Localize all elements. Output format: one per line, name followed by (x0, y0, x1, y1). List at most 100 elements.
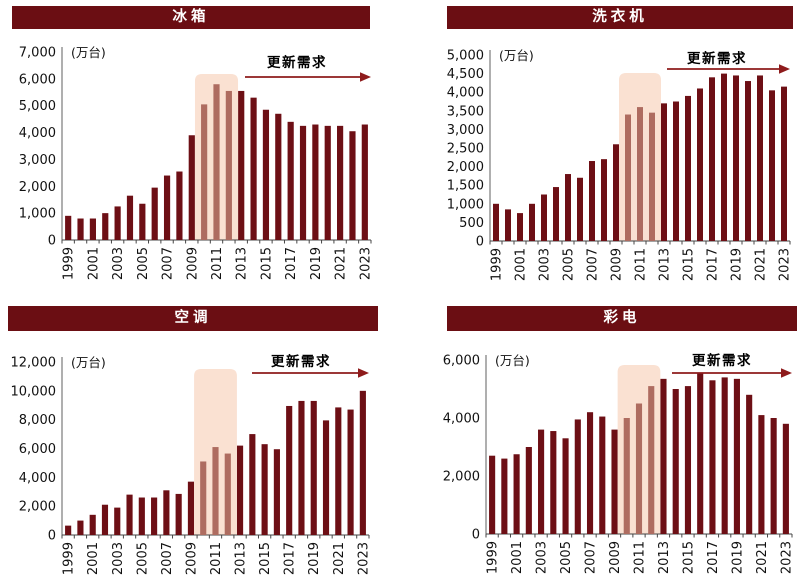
bar-chart-fridge: 0 1,000 2,000 3,000 4,000 5,000 6,000 7,000 1999… (19, 45, 374, 280)
bar-2004 (550, 431, 557, 534)
bar-2000 (77, 520, 84, 535)
unit-label: (万台) (71, 45, 106, 60)
annotation-label: 更新需求 (692, 352, 752, 369)
bar-2011 (635, 403, 643, 534)
bar-2005 (138, 497, 145, 535)
bar-2007 (163, 490, 170, 535)
x-tick-label: 2005 (136, 247, 151, 280)
bar-2007 (163, 175, 171, 240)
bar-2010 (623, 418, 630, 534)
x-tick-label: 2017 (283, 542, 298, 575)
bar-2000 (505, 209, 511, 241)
x-tick-label: 2003 (111, 542, 126, 575)
bar-2003 (114, 507, 121, 535)
x-tick-label: 2011 (209, 542, 224, 575)
y-tick-label: 12,000 (11, 356, 57, 371)
bar-2014 (672, 389, 679, 534)
bar-2013 (660, 378, 667, 534)
bar-2017 (286, 405, 293, 535)
panel-title-air-conditioner: 空调 (8, 306, 378, 331)
bar-2020 (745, 81, 751, 241)
bar-2022 (349, 131, 356, 240)
x-tick-label: 2007 (586, 248, 601, 281)
x-tick-label: 2005 (562, 248, 577, 281)
bar-2000 (501, 458, 508, 534)
bar-1999 (65, 525, 72, 535)
y-tick-label: 3,000 (19, 153, 56, 168)
bar-2016 (275, 113, 282, 240)
panel-air-conditioner: 空调 0 2,000 4,000 6,000 8,000 10,000 12,000 1999… (0, 293, 400, 587)
panel-title-color-tv: 彩电 (447, 306, 797, 331)
bar-2009 (187, 481, 195, 535)
bar-2007 (589, 161, 595, 241)
bar-2021 (337, 125, 344, 240)
bar-2008 (601, 159, 607, 241)
y-tick-label: 0 (472, 528, 480, 543)
y-tick-label: 3,500 (447, 104, 484, 119)
bar-2022 (769, 90, 775, 241)
panel-title-washer: 洗衣机 (447, 6, 793, 29)
y-tick-label: 5,000 (19, 99, 56, 114)
bar-2015 (262, 109, 270, 240)
bar-2022 (347, 409, 354, 535)
bar-2023 (361, 124, 368, 240)
x-tick-label: 2023 (358, 247, 373, 280)
x-tick-label: 2009 (184, 542, 199, 575)
y-tick-label: 500 (459, 216, 484, 231)
x-tick-label: 2011 (634, 248, 649, 281)
bar-2001 (517, 213, 523, 241)
bar-2014 (250, 97, 257, 241)
bar-2008 (599, 416, 606, 534)
bar-2006 (151, 187, 158, 240)
bar-2013 (661, 103, 667, 241)
bar-2023 (782, 423, 789, 534)
bar-2004 (126, 195, 134, 240)
bar-2019 (310, 400, 317, 535)
bar-2018 (721, 73, 727, 241)
panel-color-tv: 彩电 0 2,000 4,000 6,000 1999 2001 2003 2005 2007 2… (400, 293, 800, 587)
bar-2022 (770, 418, 777, 534)
y-tick-label: 4,500 (447, 67, 484, 82)
bar-2016 (697, 373, 704, 534)
x-tick-label: 2009 (185, 247, 200, 280)
y-tick-label: 6,000 (19, 442, 56, 457)
bar-2020 (746, 394, 753, 534)
y-tick-label: 1,000 (447, 197, 484, 212)
bar-2004 (126, 494, 133, 535)
y-tick-label: 4,000 (19, 126, 56, 141)
bar-2023 (359, 390, 366, 535)
x-tick-label: 1999 (62, 542, 77, 575)
bar-2012 (224, 453, 231, 535)
x-tick-label: 2021 (332, 542, 347, 575)
bar-2010 (200, 461, 207, 535)
bar-2012 (225, 90, 232, 240)
unit-label: (万台) (71, 355, 106, 370)
x-tick-label: 2003 (111, 247, 126, 280)
x-tick-label: 2015 (258, 542, 273, 575)
bar-2010 (625, 114, 631, 241)
x-tick-label: 2023 (779, 541, 794, 574)
y-tick-label: 8,000 (19, 413, 56, 428)
bar-2017 (709, 77, 715, 241)
bar-2021 (757, 75, 763, 242)
x-tick-label: 2017 (706, 541, 721, 574)
y-tick-label: 0 (48, 529, 56, 544)
x-tick-label: 2005 (559, 541, 574, 574)
x-tick-label: 2017 (284, 247, 299, 280)
bar-2009 (611, 429, 618, 534)
bar-chart-air-conditioner: 0 2,000 4,000 6,000 8,000 10,000 12,000 1999 200… (11, 353, 372, 575)
bar-2012 (648, 386, 655, 534)
y-tick-label: 2,500 (447, 142, 484, 157)
bar-chart-color-tv: 0 2,000 4,000 6,000 1999 2001 2003 2005 2007 2009… (443, 352, 795, 574)
bar-2011 (212, 447, 219, 535)
bar-2008 (175, 493, 182, 535)
x-tick-label: 2019 (307, 542, 322, 575)
bar-2013 (236, 445, 244, 535)
x-tick-label: 2001 (510, 541, 525, 574)
x-tick-label: 2005 (135, 542, 150, 575)
x-tick-label: 2015 (682, 248, 697, 281)
y-tick-label: 6,000 (443, 354, 480, 369)
x-tick-label: 2007 (161, 247, 176, 280)
panel-washer: 洗衣机 0 500 1,000 1,500 2,000 2,500 3,000 3,500 4,… (400, 0, 800, 294)
bar-2020 (324, 125, 331, 240)
